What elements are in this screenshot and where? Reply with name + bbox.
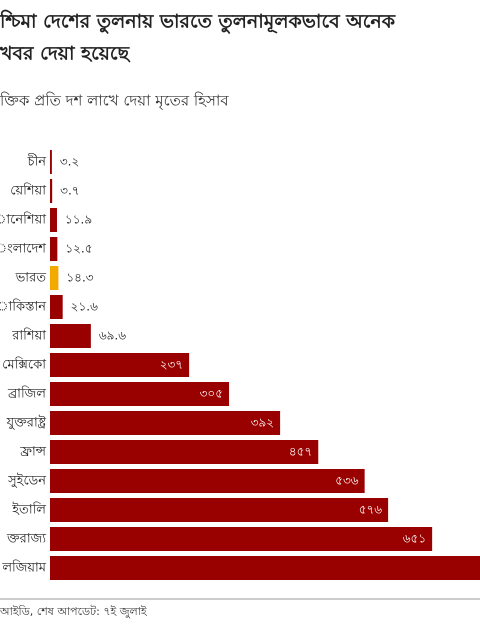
category-label: লজিয়াম — [1, 560, 46, 576]
value-label: ১১.৯ — [65, 213, 92, 227]
value-label: ৫৩৬ — [335, 474, 359, 488]
category-label: াকিস্তান — [0, 299, 46, 315]
value-label: ৬৯.৬ — [99, 329, 126, 343]
bar — [50, 353, 190, 377]
chart-subtitle: ক্তিক প্রতি দশ লাখে দেয়া মৃতের হিসাব — [0, 92, 229, 111]
bar — [50, 324, 91, 348]
category-label: ব্রাজিল — [7, 386, 46, 402]
bar — [50, 382, 230, 406]
category-label: ইতালি — [11, 502, 46, 518]
value-label: ২৩৭ — [160, 358, 183, 372]
bar — [50, 411, 281, 435]
category-label: ভারত — [15, 271, 47, 286]
bar — [50, 527, 433, 551]
bar — [50, 150, 52, 174]
category-label: যুক্তরাষ্ট্র — [6, 415, 47, 431]
bar — [50, 237, 58, 261]
category-label: ানেশিয়া — [0, 212, 46, 228]
value-label: ১৪.৩ — [66, 271, 93, 285]
category-label: চীন — [27, 154, 47, 170]
value-label: ২১.৬ — [71, 300, 98, 314]
bar — [50, 295, 63, 319]
bar — [50, 440, 319, 464]
source: আইডি, শেষ আপডেট: ৭ই জুলাই — [0, 605, 148, 618]
category-label: ফ্রান্স — [19, 445, 47, 460]
category-label: মেক্সিকো — [2, 357, 46, 373]
value-label: ৩৯২ — [251, 416, 274, 430]
category-label: রাশিয়া — [11, 328, 46, 344]
value-label: ৩০৫ — [200, 387, 223, 401]
value-label: ৫৭৬ — [359, 503, 383, 517]
bar — [50, 266, 59, 290]
category-label: সুইডেন — [7, 473, 46, 489]
bar — [50, 498, 389, 522]
chart-title: খবর দেয়া হয়েছে — [0, 43, 131, 65]
category-label: য়েশিয়া — [10, 183, 46, 199]
value-label: ৪৫৭ — [289, 445, 312, 459]
value-label: ৩.২ — [60, 155, 79, 169]
value-label: ৬৫১ — [403, 532, 426, 546]
bar — [50, 179, 53, 203]
chart-title: শ্চিমা দেশের তুলনায় ভারতে তুলনামূলকভাবে… — [0, 10, 396, 35]
category-label: ংলাদেশ — [0, 242, 46, 257]
category-label: ক্তরাজ্য — [6, 532, 46, 547]
value-label: ১২.৫ — [65, 242, 92, 256]
bar — [50, 469, 365, 493]
value-label: ৩.৭ — [60, 184, 79, 198]
bar — [50, 556, 480, 580]
bar — [50, 208, 57, 232]
